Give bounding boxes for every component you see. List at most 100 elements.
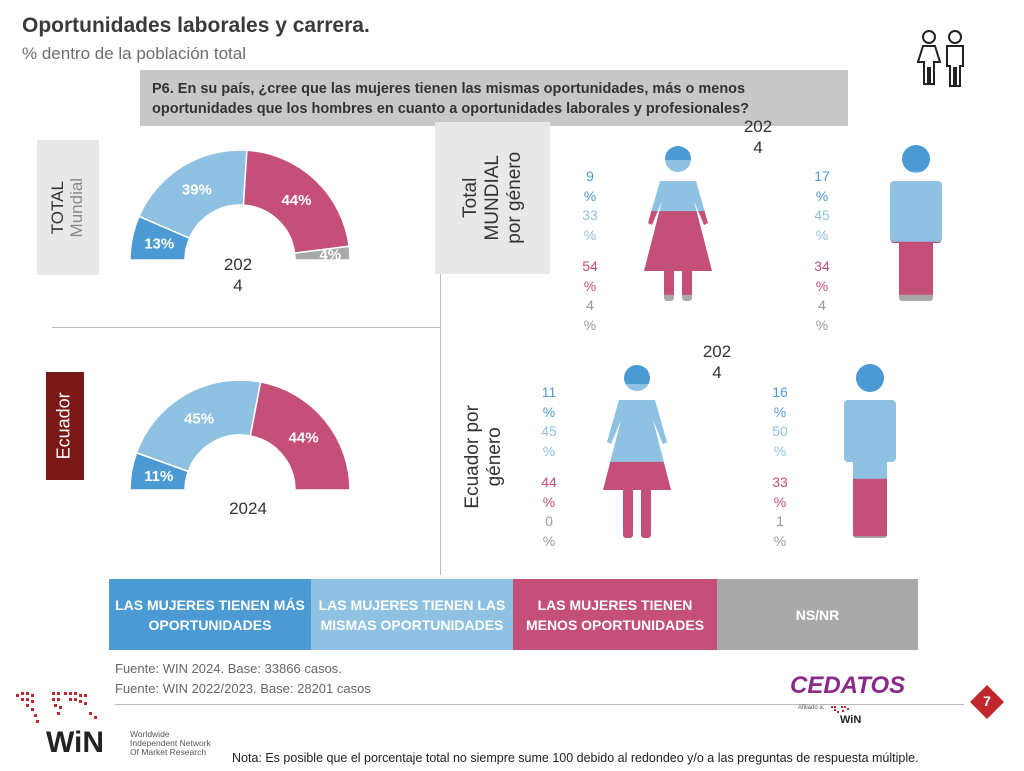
year-label-ecuador: 2024 bbox=[229, 499, 267, 518]
divider-horizontal bbox=[52, 327, 440, 328]
pct-column-mundial-male: 17 % 45 % 34 % 4 % bbox=[802, 167, 842, 335]
pct-ecuador-male-mismas-sign: % bbox=[773, 442, 787, 459]
donut-chart-total: 13% 39% 44% 4% bbox=[129, 149, 351, 263]
figure-mundial-male-segment-3 bbox=[890, 294, 942, 301]
footnote: Nota: Es posible que el porcentaje total… bbox=[232, 751, 919, 765]
mundial-gender-line3: por género bbox=[503, 152, 525, 244]
donut-total-slice-3 bbox=[293, 245, 351, 261]
pct-ecuador-female-menos: 44 bbox=[541, 474, 557, 490]
pct-mundial-male-nsnr: 4 bbox=[818, 297, 826, 313]
pct-ecuador-female-nsnr: 0 bbox=[545, 513, 553, 529]
figure-mundial-female-segment-2 bbox=[644, 211, 712, 296]
pct-ecuador-male-mas-sign: % bbox=[773, 403, 787, 420]
ecuador-label-text: Ecuador bbox=[54, 392, 75, 460]
pct-mundial-male-menos: 34 bbox=[814, 258, 830, 274]
cedatos-win: WiN bbox=[840, 714, 862, 726]
figure-ecuador-female-segment-2 bbox=[603, 461, 671, 538]
pct-mundial-male-nsnr-sign: % bbox=[815, 316, 829, 333]
win-tag-3: Of Market Research bbox=[130, 747, 207, 757]
ecuador-gender-line1: Ecuador por bbox=[462, 405, 484, 509]
mundial-gender-line1: Total bbox=[459, 177, 481, 219]
ecuador-label: Ecuador bbox=[46, 372, 84, 480]
donut-ecuador-label-1: 45% bbox=[184, 410, 214, 427]
pct-mundial-female-mismas-sign: % bbox=[583, 226, 597, 243]
pct-mundial-male-mas: 17 bbox=[814, 168, 830, 184]
year-mundial-gender-b: 4 bbox=[753, 138, 763, 157]
figure-ecuador-male-segment-3 bbox=[844, 536, 896, 538]
source-2022: Fuente: WIN 2022/2023. Base: 28201 casos bbox=[115, 681, 371, 696]
figure-mundial-male-segment-1 bbox=[890, 171, 942, 243]
female-figure-ecuador bbox=[589, 365, 685, 539]
figure-mundial-female-segment-3 bbox=[644, 294, 712, 301]
figure-ecuador-female-segment-0 bbox=[603, 365, 671, 385]
legend-mismas: LAS MUJERES TIENEN LAS MISMAS OPORTUNIDA… bbox=[311, 579, 513, 650]
year-label-total-a: 202 bbox=[223, 255, 253, 274]
pct-mundial-male-mismas: 45 bbox=[814, 207, 830, 223]
pct-ecuador-female-menos-sign: % bbox=[542, 493, 556, 510]
pct-ecuador-male-menos: 33 bbox=[772, 474, 788, 490]
figure-ecuador-female-segment-3 bbox=[589, 538, 685, 539]
pct-mundial-female-menos-sign: % bbox=[583, 277, 597, 294]
win-tag-1: Worldwide bbox=[130, 729, 170, 739]
figure-ecuador-male-segment-2 bbox=[844, 478, 896, 537]
female-figure-mundial bbox=[644, 146, 712, 301]
donut-total-slice-1 bbox=[138, 149, 248, 240]
figure-mundial-male-segment-2 bbox=[890, 241, 942, 296]
pct-mundial-male-mas-sign: % bbox=[815, 187, 829, 204]
pct-ecuador-male-nsnr: 1 bbox=[776, 513, 784, 529]
page-subtitle: % dentro de la población total bbox=[22, 44, 246, 63]
pct-mundial-male-menos-sign: % bbox=[815, 277, 829, 294]
pct-ecuador-male-mismas: 50 bbox=[772, 423, 788, 439]
cedatos-afiliado: Afiliado a: bbox=[798, 705, 825, 711]
pct-ecuador-male-nsnr-sign: % bbox=[773, 532, 787, 549]
year-label-mundial-gender: 202 4 bbox=[730, 116, 786, 158]
footer-divider bbox=[115, 704, 964, 705]
ecuador-gender-line2: género bbox=[484, 427, 506, 487]
donut-total-label-3: 4% bbox=[319, 246, 341, 263]
donut-ecuador-label-0: 11% bbox=[144, 468, 173, 485]
pct-ecuador-male-menos-sign: % bbox=[773, 493, 787, 510]
win-logo: WiN Worldwide Independent Network Of Mar… bbox=[12, 686, 232, 766]
donut-total-label-0: 13% bbox=[144, 235, 174, 252]
cedatos-world-icon bbox=[831, 706, 849, 713]
year-label-total: 202 4 bbox=[210, 254, 266, 296]
donut-ecuador-slice-2 bbox=[249, 381, 351, 491]
donut-total-label-1: 39% bbox=[182, 182, 212, 199]
legend-nsnr: NS/NR bbox=[717, 579, 918, 650]
ecuador-gender-label: Ecuador por género bbox=[448, 382, 520, 532]
figure-mundial-female-segment-0 bbox=[644, 146, 712, 161]
source-2024: Fuente: WIN 2024. Base: 33866 casos. bbox=[115, 661, 342, 676]
year-label-ecuador-gender: 202 4 bbox=[689, 341, 745, 383]
page-number-badge bbox=[970, 685, 1004, 719]
figure-ecuador-male-segment-0 bbox=[844, 364, 896, 393]
figure-ecuador-male-segment-1 bbox=[844, 391, 896, 480]
pct-ecuador-female-mas-sign: % bbox=[542, 403, 556, 420]
pct-mundial-female-nsnr-sign: % bbox=[583, 316, 597, 333]
pct-column-ecuador-male: 16 % 50 % 33 % 1 % bbox=[760, 383, 800, 551]
figure-mundial-female-segment-1 bbox=[644, 159, 712, 212]
donut-total-slice-2 bbox=[242, 149, 350, 254]
win-wordmark: WiN bbox=[46, 726, 105, 759]
male-figure-ecuador bbox=[844, 364, 896, 538]
divider-vertical bbox=[440, 130, 441, 575]
total-mundial-label: TOTAL Mundial bbox=[37, 140, 99, 275]
pct-mundial-female-nsnr: 4 bbox=[586, 297, 594, 313]
pct-ecuador-female-mismas: 45 bbox=[541, 423, 557, 439]
donut-ecuador-label-2: 44% bbox=[289, 429, 319, 446]
world-map-icon bbox=[16, 692, 97, 723]
donut-ecuador-slice-1 bbox=[135, 379, 262, 473]
legend-menos: LAS MUJERES TIENEN MENOS OPORTUNIDADES bbox=[513, 579, 717, 650]
year-ecuador-gender-b: 4 bbox=[712, 363, 722, 382]
pct-ecuador-female-nsnr-sign: % bbox=[542, 532, 556, 549]
year-label-total-b: 4 bbox=[233, 276, 243, 295]
people-icon bbox=[916, 30, 964, 87]
win-tagline: Worldwide Independent Network Of Market … bbox=[130, 730, 211, 757]
win-tag-2: Independent Network bbox=[130, 738, 211, 748]
pct-mundial-female-menos: 54 bbox=[582, 258, 598, 274]
pct-column-mundial-female: 9 % 33 % 54 % 4 % bbox=[570, 167, 610, 335]
total-label-line1: TOTAL bbox=[48, 180, 68, 235]
mundial-gender-line2: MUNDIAL bbox=[481, 155, 503, 241]
donut-chart-ecuador: 11% 45% 44% bbox=[129, 379, 351, 491]
page-title: Oportunidades laborales y carrera. bbox=[22, 14, 370, 37]
year-ecuador-gender-a: 202 bbox=[702, 342, 732, 361]
